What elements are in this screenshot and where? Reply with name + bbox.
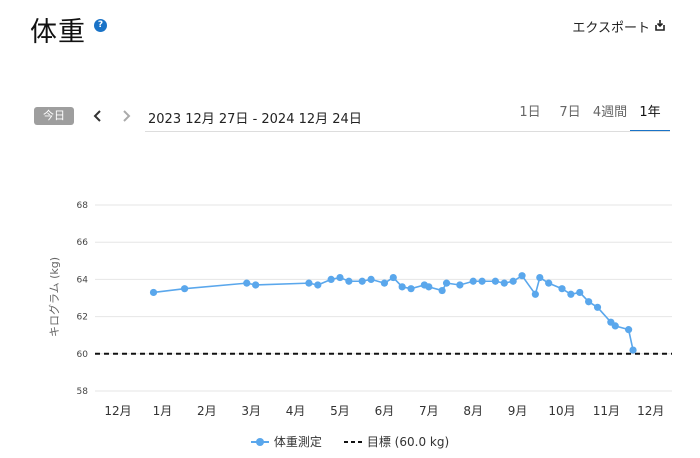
tab-1-day[interactable]: 1日: [519, 105, 541, 120]
weight-data-point[interactable]: [576, 288, 584, 297]
y-tick-label: 62: [77, 313, 88, 323]
tab-4-weeks[interactable]: 4週間: [592, 105, 628, 120]
x-tick-label: 7月: [419, 404, 439, 418]
weight-data-point[interactable]: [367, 275, 375, 283]
x-tick-label: 4月: [286, 404, 306, 418]
x-tick-label: 8月: [463, 404, 483, 418]
weight-data-point[interactable]: [585, 298, 593, 306]
weight-data-point[interactable]: [478, 277, 486, 285]
x-tick-label: 1月: [153, 404, 173, 418]
y-tick-label: 66: [77, 238, 89, 248]
weight-data-point[interactable]: [456, 281, 464, 289]
weight-data-point[interactable]: [545, 279, 553, 287]
weight-data-point[interactable]: [243, 279, 251, 287]
toolbar-divider: [145, 131, 670, 132]
weight-data-point[interactable]: [531, 290, 539, 298]
weight-data-point[interactable]: [345, 277, 353, 285]
weight-data-point[interactable]: [491, 277, 499, 285]
weight-data-point[interactable]: [327, 275, 335, 283]
y-axis-label: キログラム (kg): [47, 257, 61, 337]
y-tick-label: 60: [77, 350, 89, 360]
weight-data-point[interactable]: [567, 290, 575, 298]
today-button[interactable]: 今日: [34, 107, 74, 125]
x-tick-label: 5月: [330, 404, 350, 418]
weight-data-point[interactable]: [398, 283, 406, 291]
weight-data-point[interactable]: [442, 279, 451, 287]
x-tick-label: 10月: [548, 404, 575, 418]
x-tick-label: 9月: [508, 404, 528, 418]
weight-data-point[interactable]: [305, 279, 313, 287]
x-tick-label: 6月: [375, 404, 395, 418]
weight-data-point[interactable]: [380, 279, 388, 287]
export-icon: [654, 19, 666, 35]
weight-data-point[interactable]: [625, 326, 633, 334]
date-range: 2023 12月 27日 - 2024 12月 24日: [148, 112, 362, 127]
weight-data-point[interactable]: [500, 279, 508, 287]
series-marker-icon: [250, 437, 269, 446]
legend-goal[interactable]: 目標 (60.0 kg): [343, 433, 450, 450]
x-tick-label: 11月: [593, 404, 620, 418]
y-tick-label: 64: [77, 275, 89, 285]
weight-data-point[interactable]: [252, 281, 260, 289]
weight-data-point[interactable]: [407, 285, 415, 293]
weight-data-point[interactable]: [558, 285, 566, 293]
weight-data-point[interactable]: [518, 272, 526, 280]
y-tick-label: 68: [77, 201, 89, 211]
weight-data-point[interactable]: [438, 286, 446, 295]
weight-data-point[interactable]: [181, 285, 189, 293]
legend-goal-label: 目標 (60.0 kg): [366, 435, 450, 449]
x-tick-label: 2月: [197, 404, 217, 418]
weight-data-point[interactable]: [629, 346, 637, 354]
weight-data-point[interactable]: [149, 288, 158, 297]
weight-data-point[interactable]: [358, 277, 366, 285]
x-tick-label: 12月: [637, 404, 664, 418]
tab-7-days[interactable]: 7日: [559, 105, 581, 120]
chevron-left-icon[interactable]: [90, 107, 106, 125]
weight-data-point[interactable]: [469, 277, 477, 285]
weight-data-point[interactable]: [509, 277, 517, 285]
export-label: エクスポート: [572, 21, 650, 36]
help-icon[interactable]: ?: [94, 19, 107, 32]
weight-data-point[interactable]: [536, 273, 544, 282]
legend-series[interactable]: 体重測定: [250, 433, 322, 450]
page-title: 体重: [30, 17, 86, 48]
weight-data-point[interactable]: [593, 303, 602, 311]
export-button[interactable]: エクスポート: [572, 17, 666, 36]
dashed-line-icon: [343, 440, 362, 443]
chevron-right-icon[interactable]: [118, 107, 134, 125]
x-tick-label: 12月: [104, 404, 131, 418]
legend: 体重測定 目標 (60.0 kg): [0, 433, 700, 450]
weight-data-point[interactable]: [314, 281, 322, 289]
weight-data-point[interactable]: [611, 322, 619, 330]
weight-data-point[interactable]: [389, 273, 397, 282]
legend-series-label: 体重測定: [273, 435, 322, 449]
y-tick-label: 58: [77, 387, 89, 397]
weight-data-point[interactable]: [336, 273, 344, 282]
weight-data-point[interactable]: [425, 283, 433, 291]
x-tick-label: 3月: [241, 404, 261, 418]
